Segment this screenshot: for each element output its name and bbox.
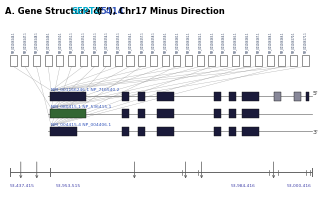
Bar — [232, 55, 239, 66]
Bar — [214, 109, 221, 118]
Bar — [242, 109, 259, 118]
Text: NM_001166250.1: NM_001166250.1 — [58, 31, 62, 53]
Text: 53,984,416: 53,984,416 — [231, 184, 256, 188]
Bar — [242, 92, 259, 101]
Text: NM_001166251.1: NM_001166251.1 — [69, 31, 74, 53]
Text: 3': 3' — [313, 130, 319, 135]
Text: NM_001166246.1 NP_716540.2: NM_001166246.1 NP_716540.2 — [51, 87, 120, 91]
Bar — [173, 55, 180, 66]
Text: NM_001166249.1: NM_001166249.1 — [46, 31, 50, 53]
Bar — [122, 109, 129, 118]
Text: NM_001166246.1: NM_001166246.1 — [11, 31, 15, 53]
Bar — [157, 127, 174, 136]
Bar — [229, 127, 236, 136]
Bar — [157, 92, 174, 101]
Bar — [10, 55, 17, 66]
Bar — [267, 55, 274, 66]
Text: 5': 5' — [313, 91, 319, 96]
Text: NM_001166265.1: NM_001166265.1 — [233, 31, 237, 53]
Text: NM_001166254.1: NM_001166254.1 — [105, 31, 108, 53]
Text: NM_001166270.1: NM_001166270.1 — [292, 31, 296, 53]
Text: NM_001166266.1: NM_001166266.1 — [245, 32, 249, 53]
Bar — [138, 109, 145, 118]
Text: NM_001166261.1: NM_001166261.1 — [187, 31, 190, 53]
Text: NM_004415.4 NP_004406.1: NM_004415.4 NP_004406.1 — [51, 122, 111, 126]
Text: NM_001166269.1: NM_001166269.1 — [280, 32, 284, 53]
Bar — [220, 55, 227, 66]
Text: NM_001166258.1: NM_001166258.1 — [151, 31, 155, 53]
Bar — [274, 92, 281, 101]
Bar — [80, 55, 87, 66]
Text: 53,437,415: 53,437,415 — [10, 184, 35, 188]
Bar — [214, 92, 221, 101]
Text: NM_001166252.1: NM_001166252.1 — [81, 31, 85, 53]
Bar — [214, 127, 221, 136]
Bar — [243, 55, 250, 66]
Bar — [162, 55, 169, 66]
Bar — [208, 55, 215, 66]
Text: 53,000,416: 53,000,416 — [287, 184, 312, 188]
Bar — [306, 92, 309, 101]
Bar — [150, 55, 157, 66]
Text: ), Chr17 Minus Direction: ), Chr17 Minus Direction — [109, 7, 225, 16]
Bar — [126, 55, 133, 66]
Text: NM_001166263.1: NM_001166263.1 — [210, 31, 214, 53]
Bar — [68, 55, 75, 66]
Text: NM_001166268.1: NM_001166268.1 — [268, 31, 272, 53]
Bar — [138, 55, 145, 66]
Bar — [196, 55, 204, 66]
Bar — [92, 55, 99, 66]
Bar — [138, 127, 145, 136]
Bar — [21, 55, 28, 66]
Bar — [255, 55, 262, 66]
Text: NM_001166260.1: NM_001166260.1 — [175, 32, 179, 53]
Bar — [229, 92, 236, 101]
Text: 53,953,515: 53,953,515 — [56, 184, 81, 188]
Bar — [45, 55, 52, 66]
Text: NM_001166248.1: NM_001166248.1 — [35, 31, 38, 53]
Text: NM_001166247.1: NM_001166247.1 — [23, 31, 27, 53]
Bar — [50, 92, 86, 101]
Bar — [302, 55, 309, 66]
Text: ’(: ’( — [94, 7, 101, 16]
Bar — [122, 92, 129, 101]
Bar — [50, 127, 77, 136]
Text: NM_001166253.1: NM_001166253.1 — [93, 31, 97, 53]
Bar — [122, 127, 129, 136]
Text: NM_001166267.1: NM_001166267.1 — [257, 31, 260, 53]
Text: NM_001166256.1: NM_001166256.1 — [128, 31, 132, 53]
Bar — [290, 55, 297, 66]
Text: A. Gene Structure of ‘: A. Gene Structure of ‘ — [5, 7, 109, 16]
Text: NM_001166271.1: NM_001166271.1 — [303, 31, 307, 53]
Bar — [115, 55, 122, 66]
Bar — [138, 92, 145, 101]
Bar — [50, 109, 86, 118]
Bar — [185, 55, 192, 66]
Text: NM_080415.1 NP_536415.1: NM_080415.1 NP_536415.1 — [51, 105, 112, 109]
Text: NM_001166255.1: NM_001166255.1 — [116, 31, 120, 53]
Bar — [56, 55, 63, 66]
Bar — [157, 109, 174, 118]
Bar — [103, 55, 110, 66]
Text: NM_001166257.1: NM_001166257.1 — [140, 31, 144, 53]
Bar — [278, 55, 285, 66]
Bar — [33, 55, 40, 66]
Text: SEPT4: SEPT4 — [71, 7, 100, 16]
Bar — [294, 92, 301, 101]
Text: NM_001166264.1: NM_001166264.1 — [221, 31, 226, 53]
Text: NM_001166259.1: NM_001166259.1 — [163, 31, 167, 53]
Bar — [229, 109, 236, 118]
Text: NM_001166262.1: NM_001166262.1 — [198, 31, 202, 53]
Bar — [242, 127, 259, 136]
Text: 5414: 5414 — [100, 7, 124, 16]
